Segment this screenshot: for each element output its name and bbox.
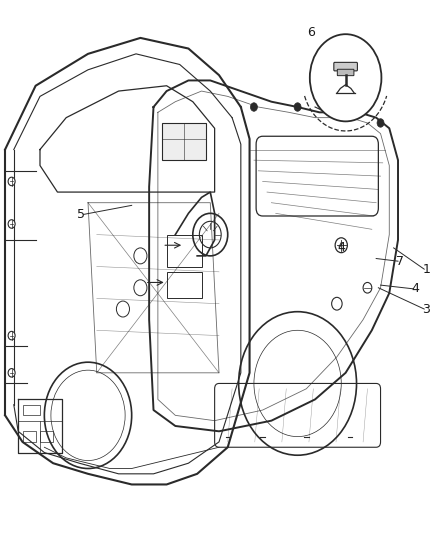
Bar: [162, 123, 206, 160]
Text: 4: 4: [337, 241, 345, 254]
Circle shape: [8, 220, 15, 228]
Circle shape: [8, 332, 15, 340]
Text: 7: 7: [396, 255, 404, 268]
Text: 6: 6: [307, 26, 314, 39]
Bar: [22, 405, 40, 415]
Bar: [22, 431, 35, 442]
Circle shape: [310, 34, 381, 122]
Text: 5: 5: [78, 208, 85, 221]
Bar: [166, 272, 201, 298]
Text: 4: 4: [412, 282, 420, 295]
Circle shape: [338, 103, 345, 111]
Circle shape: [332, 297, 342, 310]
Text: 3: 3: [423, 303, 430, 316]
Circle shape: [8, 177, 15, 185]
Circle shape: [363, 282, 372, 293]
Circle shape: [377, 119, 384, 127]
FancyBboxPatch shape: [334, 62, 357, 71]
Circle shape: [8, 368, 15, 377]
Bar: [166, 235, 201, 266]
Circle shape: [335, 238, 347, 253]
FancyBboxPatch shape: [337, 69, 354, 76]
Bar: [40, 431, 53, 442]
Circle shape: [294, 103, 301, 111]
Text: 1: 1: [423, 263, 430, 276]
Circle shape: [251, 103, 258, 111]
